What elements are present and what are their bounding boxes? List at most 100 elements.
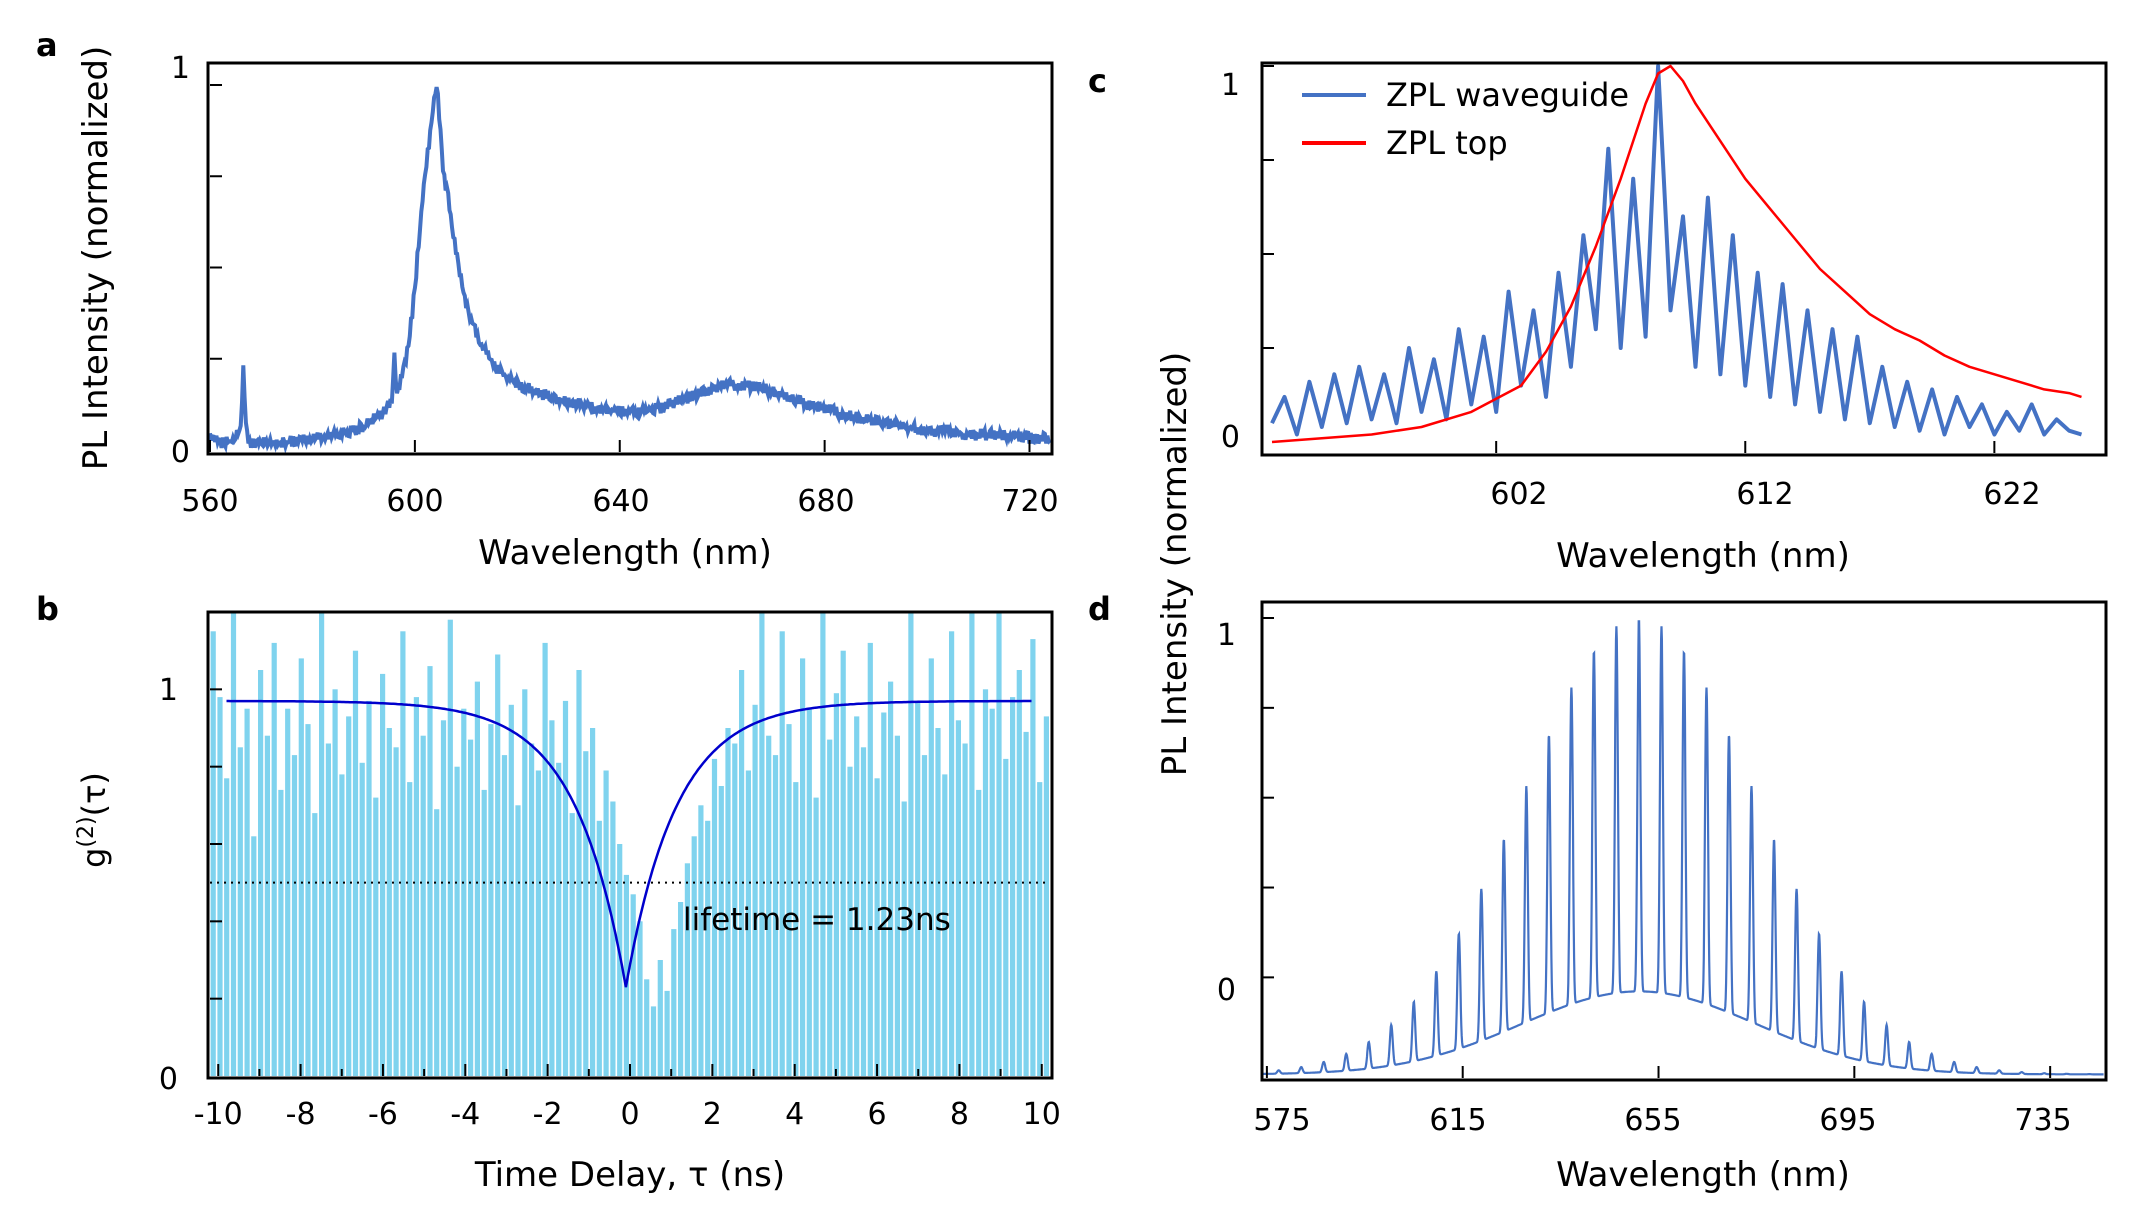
panel-d-xlabel: Wavelength (nm): [1556, 1155, 1850, 1195]
panel-b-bar: [949, 631, 955, 1076]
panel-b-bar: [440, 720, 447, 1076]
panel-b-bar: [468, 739, 474, 1076]
panel-a: a 1 0 560 600 640 680 720 Wavelength (nm…: [36, 26, 1059, 573]
legend-label-zpl-waveguide: ZPL waveguide: [1386, 76, 1629, 114]
panel-b-bar: [1016, 670, 1022, 1076]
panel-a-xtick-680: 680: [797, 484, 854, 519]
panel-b-xtick-labels: -10 -8 -6 -4 -2 0 2 4 6 8 10: [194, 1097, 1061, 1132]
panel-b-ylabel: g(2)(τ): [74, 772, 113, 868]
panel-b-bar: [522, 689, 528, 1076]
panel-b-bar: [623, 874, 629, 1076]
panel-b-xtick-label: -4: [450, 1097, 480, 1132]
panel-b-xtick-label: 2: [703, 1097, 722, 1132]
panel-b-bar: [407, 782, 413, 1076]
panel-b-bar: [800, 658, 806, 1076]
panel-a-frame: [206, 61, 1054, 456]
panel-b-bar: [657, 960, 663, 1076]
panel-b-bar: [305, 724, 311, 1076]
panel-b-bar: [942, 774, 948, 1076]
panel-b-bar: [854, 716, 860, 1076]
panel-b-bar: [969, 612, 975, 1076]
panel-b-bar: [935, 728, 941, 1076]
panel-b-bar: [901, 801, 907, 1076]
panel-b-bar: [664, 990, 670, 1076]
panel-b-xtick-label: 10: [1023, 1097, 1061, 1132]
panel-b-bar: [488, 724, 494, 1076]
panel-c-ytick-0: 0: [1221, 420, 1240, 455]
panel-b-bar: [447, 619, 453, 1076]
panel-b-bar: [474, 681, 480, 1076]
panel-b-bar: [786, 724, 792, 1076]
panel-d-ytick-1: 1: [1217, 618, 1236, 653]
panel-c: c 1 0 602 612 622 Wavelength (nm) ZPL wa…: [1088, 61, 2108, 576]
panel-a-xtick-720: 720: [1001, 484, 1058, 519]
panel-b-bar: [346, 716, 352, 1076]
panel-c-legend: ZPL waveguide ZPL top: [1302, 76, 1629, 162]
panel-b-bar: [610, 801, 616, 1076]
panel-b-bar: [590, 728, 596, 1076]
panel-b-xtick-label: 8: [950, 1097, 969, 1132]
panel-b-xtick-label: -2: [533, 1097, 563, 1132]
panel-b-bar: [752, 704, 758, 1076]
panel-c-plot-area: [1270, 64, 2083, 444]
panel-b-bar: [217, 697, 223, 1076]
panel-b-bar: [271, 642, 277, 1076]
panel-b-bar: [867, 642, 873, 1076]
panel-b-bar: [881, 712, 887, 1076]
panel-b-bar: [258, 670, 264, 1076]
panel-b-bar: [928, 658, 934, 1076]
panel-b-fit-curve: [226, 699, 1032, 988]
panel-b-xtick-label: -10: [194, 1097, 243, 1132]
panel-b-bar: [562, 700, 569, 1076]
panel-b-plot-area: [210, 612, 1050, 1076]
panel-b-bar: [732, 743, 738, 1076]
panel-b-bar: [508, 704, 514, 1076]
panel-d-plot-area: [1262, 620, 2104, 1076]
panel-b-bar: [569, 813, 575, 1076]
panel-c-series-zpl-top: [1271, 64, 2082, 444]
panel-b-bar: [454, 766, 460, 1076]
panel-b-bar: [352, 650, 359, 1076]
panel-b: b 1 0 -10 -8 -6 -4 -2 0 2 4 6 8 10 lifetime = 1.23…: [36, 590, 1061, 1195]
panel-b-bar: [793, 782, 799, 1076]
panel-b-bar: [962, 743, 968, 1076]
panel-b-bar: [955, 720, 961, 1076]
panel-b-bar: [989, 708, 995, 1076]
panel-b-bar: [684, 863, 690, 1076]
panel-a-ylabel: PL Intensity (normalized): [76, 46, 116, 471]
panel-b-bar: [427, 666, 433, 1076]
panel-d-ytick-0: 0: [1217, 973, 1236, 1008]
panel-b-bar: [224, 778, 230, 1076]
panel-b-frame: [206, 610, 1054, 1080]
panel-b-bar: [373, 797, 379, 1076]
panel-a-label: a: [36, 26, 58, 64]
panel-b-bar: [244, 708, 250, 1076]
panel-c-ytick-1: 1: [1221, 68, 1240, 103]
panel-a-xlabel: Wavelength (nm): [478, 533, 772, 573]
panel-b-bar: [298, 658, 304, 1076]
panel-b-bar: [996, 612, 1002, 1076]
panel-b-bar: [630, 894, 636, 1076]
panel-b-bar: [1030, 639, 1036, 1076]
panel-d-xtick-575: 575: [1253, 1103, 1310, 1138]
panel-b-ylabel-sup: (2): [74, 816, 99, 847]
panel-b-bar: [671, 929, 677, 1076]
panel-b-bar: [637, 921, 643, 1076]
panel-b-xtick-label: -6: [368, 1097, 398, 1132]
panel-b-bar: [501, 755, 508, 1076]
panel-b-bar: [319, 612, 325, 1076]
panel-b-bar: [772, 755, 779, 1076]
panel-b-bar: [779, 631, 785, 1076]
panel-c-xtick-622: 622: [1983, 477, 2040, 512]
panel-b-bar: [915, 700, 921, 1076]
panel-b-bar: [332, 689, 338, 1076]
panel-b-bar: [583, 751, 589, 1076]
panel-b-bar: [549, 720, 555, 1076]
panel-b-bar: [644, 979, 650, 1076]
panel-b-bar: [529, 743, 535, 1076]
panel-c-xlabel: Wavelength (nm): [1556, 536, 1850, 576]
panel-b-ticks: [210, 688, 1043, 1076]
panel-b-bar: [921, 755, 928, 1076]
panel-b-bar: [908, 612, 914, 1076]
